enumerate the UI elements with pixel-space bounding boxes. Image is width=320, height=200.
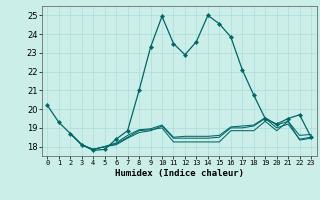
X-axis label: Humidex (Indice chaleur): Humidex (Indice chaleur) xyxy=(115,169,244,178)
